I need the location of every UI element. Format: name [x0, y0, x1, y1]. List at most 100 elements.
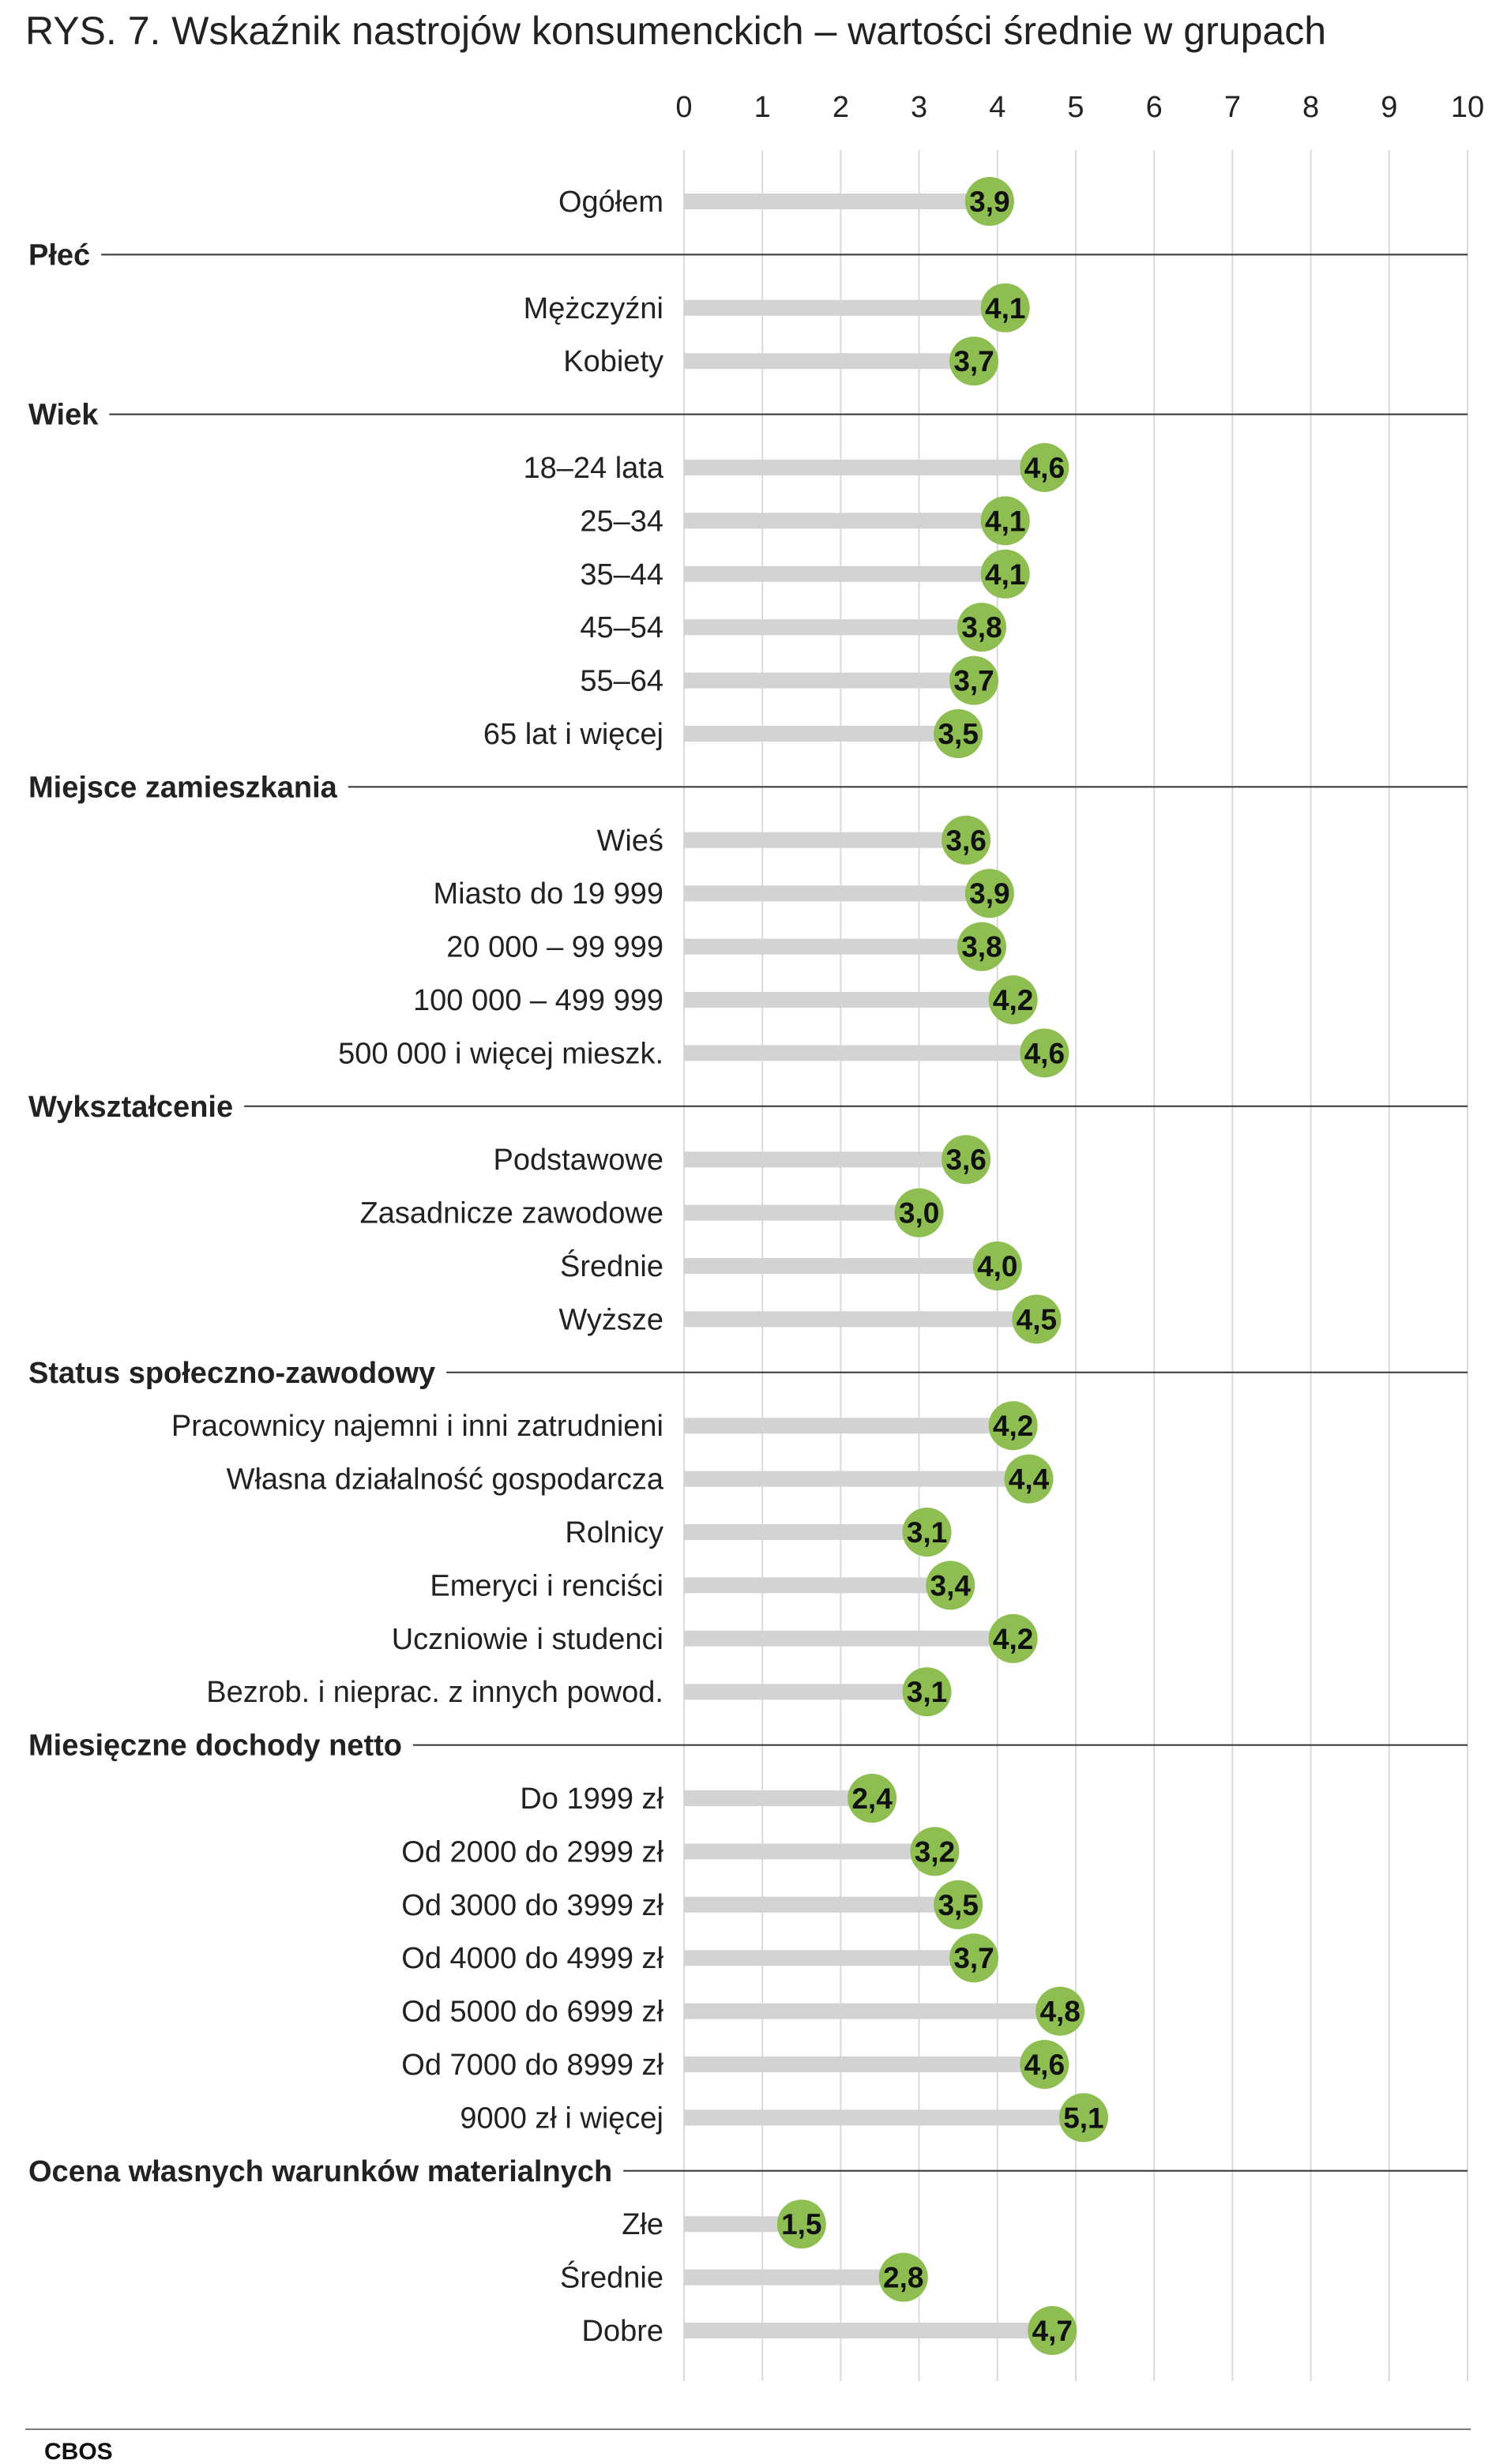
value-label: 4,1	[985, 558, 1025, 591]
value-label: 3,1	[907, 1676, 947, 1708]
value-marker	[1020, 1028, 1069, 1078]
value-marker	[776, 2199, 826, 2249]
row-label: Średnie	[560, 1248, 663, 1283]
value-marker	[878, 2252, 928, 2302]
value-marker	[1028, 2306, 1077, 2355]
row-label: Uczniowie i studenci	[392, 1623, 663, 1656]
data-row: Zasadnicze zawodowe 3,0	[360, 1188, 944, 1238]
value-marker	[988, 1401, 1038, 1451]
value-label: 3,8	[961, 931, 1002, 963]
value-label: 4,2	[993, 1410, 1033, 1442]
data-row: Bezrob. i nieprac. z innych powod. 3,1	[206, 1667, 952, 1717]
row-label: Kobiety	[563, 345, 663, 378]
value-marker	[1004, 1454, 1054, 1504]
row-label: Od 2000 do 2999 zł	[401, 1835, 663, 1869]
x-tick-label: 8	[1302, 91, 1319, 124]
data-row: Pracownicy najemni i inni zatrudnieni 4,2	[171, 1401, 1038, 1451]
row-label: Od 7000 do 8999 zł	[401, 2049, 663, 2082]
data-row: Od 7000 do 8999 zł 4,6	[401, 2040, 1069, 2089]
group-label: Wykształcenie	[28, 1091, 233, 1124]
value-marker	[1036, 1986, 1085, 2036]
value-marker	[949, 336, 999, 386]
value-label: 4,5	[1017, 1303, 1057, 1335]
row-label: 100 000 – 499 999	[413, 984, 663, 1017]
row-label: 500 000 i więcej mieszk.	[338, 1037, 663, 1070]
data-row: Średnie 2,8	[560, 2252, 928, 2302]
value-label: 4,8	[1039, 1996, 1080, 2028]
value-marker	[902, 1667, 952, 1717]
value-label: 4,7	[1032, 2315, 1073, 2347]
data-row: 500 000 i więcej mieszk. 4,6	[338, 1028, 1069, 1078]
group-header: Ocena własnych warunków materialnych	[28, 2155, 1468, 2188]
x-tick-label: 5	[1067, 91, 1084, 124]
value-label: 4,2	[993, 1623, 1033, 1655]
data-row: Własna działalność gospodarcza 4,4	[227, 1454, 1054, 1504]
row-label: Od 5000 do 6999 zł	[401, 1996, 663, 2029]
row-label: Miasto do 19 999	[433, 877, 663, 911]
value-marker	[926, 1561, 975, 1610]
row-label: 9000 zł i więcej	[460, 2102, 663, 2135]
row-label: 18–24 lata	[524, 452, 664, 485]
value-marker	[902, 1508, 952, 1557]
value-label: 3,8	[961, 611, 1002, 644]
data-row: 18–24 lata 4,6	[524, 443, 1069, 492]
data-row: 9000 zł i więcej 5,1	[460, 2093, 1108, 2143]
value-label: 4,1	[985, 505, 1025, 537]
value-label: 3,7	[953, 1942, 994, 1974]
group-label: Miejsce zamieszkania	[28, 771, 338, 804]
x-tick-label: 2	[833, 91, 849, 124]
data-row: Średnie 4,0	[560, 1241, 1022, 1290]
group-label: Płeć	[28, 239, 90, 272]
value-label: 3,7	[953, 345, 994, 377]
data-row: Ogółem 3,9	[558, 177, 1014, 226]
group-header: Wiek	[28, 399, 1468, 432]
value-marker	[848, 1774, 897, 1823]
data-row: 55–64 3,7	[580, 655, 999, 705]
value-label: 4,1	[985, 292, 1025, 325]
group-label: Miesięczne dochody netto	[28, 1730, 402, 1763]
row-label: Zasadnicze zawodowe	[360, 1197, 663, 1230]
value-marker	[964, 869, 1014, 918]
value-marker	[1058, 2093, 1108, 2143]
value-marker	[949, 655, 999, 705]
data-row: Do 1999 zł 2,4	[520, 1774, 897, 1823]
row-label: Podstawowe	[494, 1144, 663, 1177]
row-label: Własna działalność gospodarcza	[227, 1463, 664, 1497]
group-header: Miesięczne dochody netto	[28, 1730, 1468, 1763]
data-row: 65 lat i więcej 3,5	[483, 709, 983, 758]
value-label: 5,1	[1063, 2102, 1103, 2134]
value-label: 3,6	[945, 824, 986, 857]
data-row: Od 3000 do 3999 zł 3,5	[401, 1880, 983, 1929]
data-row: Emeryci i renciści 3,4	[430, 1561, 975, 1610]
group-header: Miejsce zamieszkania	[28, 771, 1468, 804]
row-label: 55–64	[580, 665, 663, 698]
value-label: 2,8	[883, 2262, 923, 2294]
data-row: Złe 1,5	[622, 2199, 826, 2249]
data-row: Wieś 3,6	[597, 815, 991, 865]
data-row: Mężczyźni 4,1	[524, 283, 1030, 332]
row-label: Ogółem	[558, 186, 663, 219]
x-tick-label: 3	[911, 91, 927, 124]
row-label: Średnie	[560, 2259, 663, 2295]
source-label: CBOS	[44, 2439, 113, 2464]
x-tick-label: 4	[989, 91, 1005, 124]
data-row: 20 000 – 99 999 3,8	[446, 922, 1006, 971]
value-label: 3,7	[953, 665, 994, 697]
row-label: Pracownicy najemni i inni zatrudnieni	[171, 1410, 663, 1443]
row-label: 25–34	[580, 505, 663, 538]
data-row: Dobre 4,7	[582, 2306, 1077, 2355]
value-label: 3,6	[945, 1144, 986, 1176]
row-label: 65 lat i więcej	[483, 718, 663, 751]
value-label: 3,0	[899, 1197, 939, 1230]
value-marker	[1020, 443, 1069, 492]
value-label: 3,9	[969, 877, 1009, 910]
value-label: 3,4	[930, 1569, 972, 1602]
x-tick-label: 1	[754, 91, 771, 124]
row-label: Od 4000 do 4999 zł	[401, 1942, 663, 1975]
value-label: 4,0	[977, 1250, 1017, 1283]
x-tick-label: 9	[1381, 91, 1397, 124]
value-marker	[934, 1880, 983, 1929]
data-row: 100 000 – 499 999 4,2	[413, 975, 1038, 1024]
